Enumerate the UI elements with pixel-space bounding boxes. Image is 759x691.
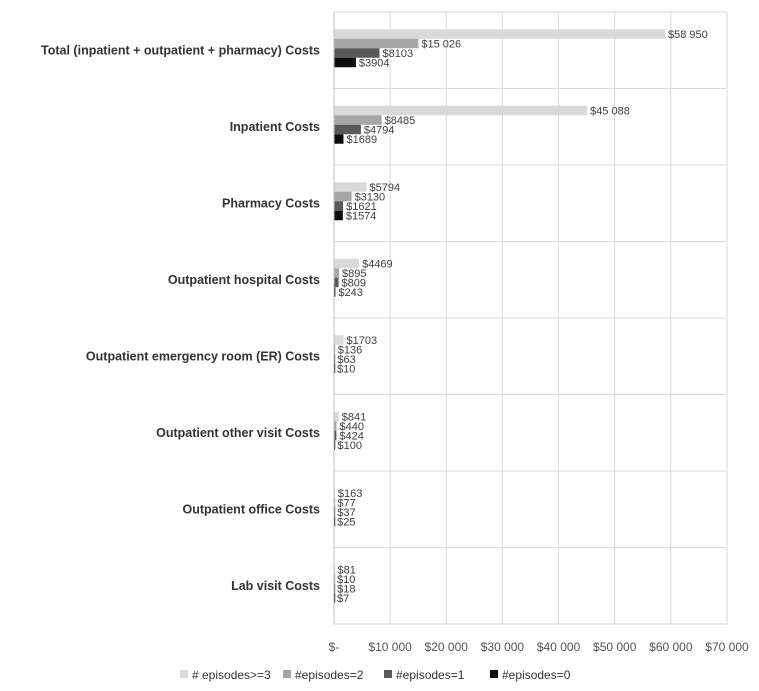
data-label: $18: [337, 583, 355, 595]
bar: [334, 115, 382, 125]
legend-entry: #episodes=0: [502, 668, 571, 682]
category-label: Outpatient other visit Costs: [156, 426, 320, 440]
data-label: $895: [342, 268, 366, 280]
data-label: $440: [339, 421, 363, 433]
bar: [334, 564, 336, 575]
data-label: $1621: [346, 201, 377, 213]
bar: [334, 497, 336, 508]
category-label: Outpatient office Costs: [182, 502, 320, 516]
data-label: $81: [337, 564, 355, 576]
category-label: Inpatient Costs: [230, 120, 320, 134]
bar: [334, 57, 356, 68]
data-label: $809: [342, 277, 366, 289]
x-tick-label: $50 000: [593, 640, 637, 654]
bar: [334, 411, 339, 422]
bar: [334, 182, 367, 192]
category-label: Outpatient hospital Costs: [168, 273, 320, 287]
category-label: Total (inpatient + outpatient + pharmacy…: [41, 43, 320, 57]
bar: [334, 48, 380, 58]
bar: [334, 268, 340, 278]
data-label: $424: [339, 430, 363, 442]
data-label: $163: [338, 488, 362, 500]
legend-swatch: [490, 670, 498, 678]
legend-swatch: [180, 670, 188, 678]
x-tick-label: $60 000: [649, 640, 693, 654]
legend-entry: # episodes>=3: [192, 668, 271, 682]
bar: [334, 335, 344, 345]
data-label: $7: [337, 593, 349, 605]
data-label: $100: [338, 440, 362, 452]
data-label: $5794: [370, 182, 401, 194]
x-tick-label: $10 000: [368, 640, 412, 654]
bar: [334, 277, 339, 288]
bar: [334, 488, 336, 498]
bar: [334, 287, 336, 297]
data-label: $1574: [346, 210, 377, 222]
bar: [334, 507, 336, 517]
bar: [334, 38, 419, 49]
data-label: $10: [337, 574, 355, 586]
bar: [334, 105, 588, 116]
x-tick-label: $70 000: [705, 640, 749, 654]
bar: [334, 354, 336, 364]
bar: [334, 124, 361, 135]
bar: [334, 29, 665, 39]
bar: [334, 440, 336, 450]
grid-layer: [333, 11, 728, 625]
bar: [334, 593, 336, 603]
data-label: $8485: [385, 115, 416, 127]
legend-swatch: [384, 670, 392, 678]
data-label: $4794: [364, 124, 395, 136]
data-label: $136: [338, 344, 362, 356]
x-tick-label: $20 000: [425, 640, 469, 654]
x-tick-label: $40 000: [537, 640, 581, 654]
data-label: $1703: [347, 335, 378, 347]
legend: # episodes>=3 #episodes=2 #episodes=1 #epis…: [180, 668, 571, 682]
data-label: $4469: [362, 258, 393, 270]
bar: [334, 516, 336, 527]
bar: [334, 191, 352, 202]
data-label: $15 026: [421, 38, 461, 50]
data-label: $1689: [346, 134, 377, 146]
x-tick-label: $-: [329, 640, 340, 654]
data-label: $3904: [359, 57, 390, 69]
category-label: Lab visit Costs: [231, 579, 320, 593]
bar: [334, 134, 344, 144]
legend-entry: #episodes=1: [396, 668, 465, 682]
bar: [334, 421, 337, 431]
bar: [334, 201, 344, 211]
bar: [334, 583, 336, 594]
legend-swatch: [283, 670, 291, 678]
category-label: Outpatient emergency room (ER) Costs: [86, 349, 320, 363]
data-label: $3130: [355, 191, 386, 203]
bar-layer: [334, 29, 665, 603]
data-label: $10: [337, 363, 355, 375]
bar: [334, 344, 336, 355]
x-tick-label: $30 000: [481, 640, 525, 654]
data-label: $37: [337, 507, 355, 519]
bar: [334, 574, 336, 584]
data-label: $841: [342, 411, 366, 423]
bar: [334, 258, 360, 269]
data-label: $8103: [382, 48, 413, 60]
bar: [334, 430, 337, 441]
data-label: $25: [337, 516, 355, 528]
axis-layer: Total (inpatient + outpatient + pharmacy…: [41, 12, 749, 654]
legend-entry: #episodes=2: [295, 668, 364, 682]
data-label: $63: [337, 354, 355, 366]
category-label: Pharmacy Costs: [222, 196, 320, 210]
data-label: $58 950: [668, 29, 708, 41]
label-layer: $58 950 $15 026 $8103$3904 $45 088 $8485$479…: [337, 29, 708, 605]
data-label: $77: [337, 497, 355, 509]
data-label: $45 088: [590, 105, 630, 117]
bar: [334, 210, 343, 221]
bar: [334, 363, 336, 374]
data-label: $243: [338, 287, 362, 299]
